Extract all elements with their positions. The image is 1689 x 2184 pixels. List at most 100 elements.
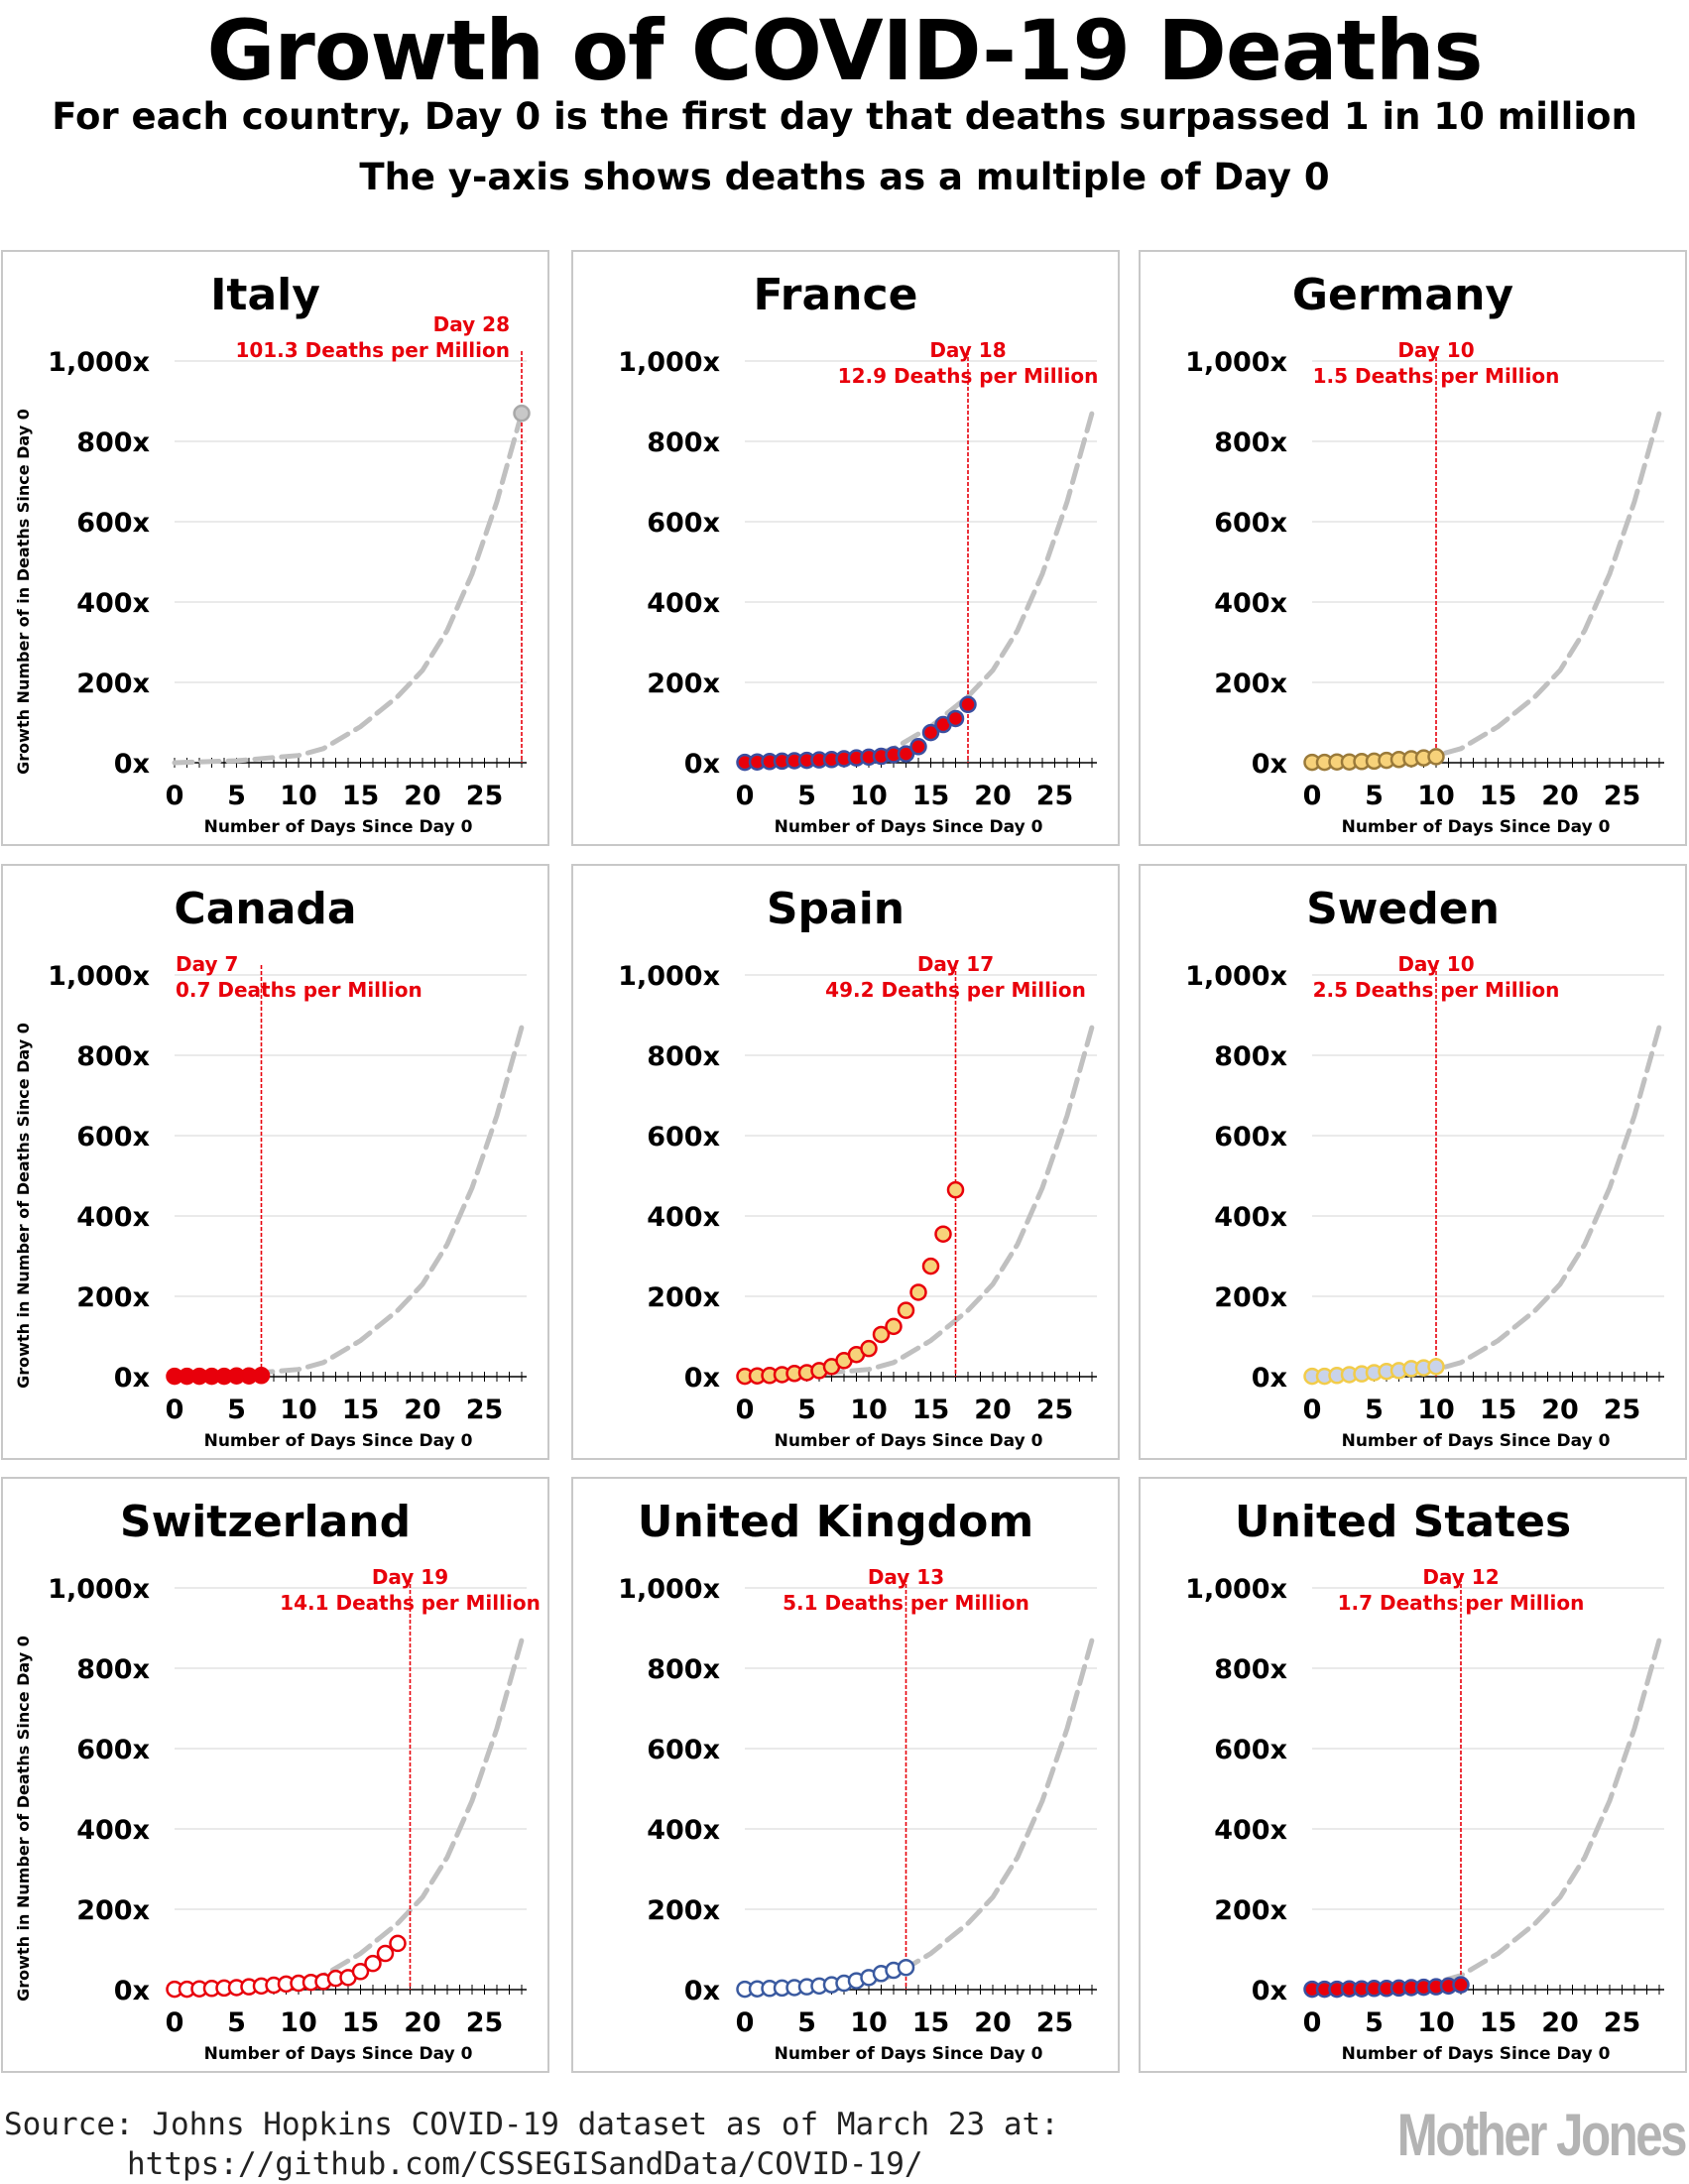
x-tick-label: 0	[166, 781, 184, 811]
x-tick-label: 25	[1604, 2007, 1641, 2038]
y-tick-label: 600x	[1214, 1735, 1287, 1765]
y-tick-label: 1,000x	[1185, 1574, 1287, 1605]
y-tick-label: 600x	[76, 1735, 150, 1765]
marker-rate-label: 101.3 Deaths per Million	[235, 338, 510, 362]
x-tick-label: 5	[227, 2007, 246, 2038]
panel-title: Canada	[174, 884, 356, 934]
panel-title: Spain	[767, 884, 905, 934]
marker-day-label: Day 19	[372, 1565, 448, 1589]
y-tick-label: 1,000x	[48, 347, 150, 378]
y-tick-label: 0x	[684, 1976, 720, 2006]
y-tick-label: 800x	[76, 427, 150, 458]
source-line-1: Source: Johns Hopkins COVID-19 dataset a…	[4, 2107, 1059, 2142]
chart-panel-italy: Italy 0x 200x 400x 600x 800x 1,000x 0 5 10 15 20 25 N…	[1, 250, 549, 846]
x-tick-label: 10	[850, 781, 888, 811]
marker-day-label: Day 28	[433, 312, 510, 336]
x-tick-label: 5	[797, 781, 816, 811]
reference-curve	[172, 1025, 525, 1380]
x-tick-label: 15	[1480, 1395, 1517, 1425]
x-tick-label: 20	[1541, 781, 1579, 811]
panel-title: Sweden	[1306, 884, 1500, 934]
chart-panel-united-states: United States 0x 200x 400x 600x 800x 1,000x 0 5 1…	[1139, 1477, 1687, 2073]
marker-rate-label: 14.1 Deaths per Million	[280, 1591, 541, 1615]
y-tick-label: 1,000x	[48, 961, 150, 992]
x-tick-label: 0	[166, 1395, 184, 1425]
data-point	[389, 1934, 407, 1953]
y-tick-label: 800x	[647, 1041, 720, 1072]
y-tick-label: 200x	[647, 1895, 720, 1926]
chart-panel-united-kingdom: United Kingdom 0x 200x 400x 600x 800x 1,000x 0 5…	[571, 1477, 1120, 2073]
panel-border	[571, 250, 1120, 846]
y-tick-label: 1,000x	[48, 1574, 150, 1605]
x-axis-title: Number of Days Since Day 0	[204, 1431, 473, 1451]
data-point	[921, 723, 940, 742]
x-tick-label: 5	[1365, 2007, 1384, 2038]
marker-rate-label: 5.1 Deaths per Million	[783, 1591, 1029, 1615]
y-tick-label: 600x	[76, 508, 150, 539]
data-point	[897, 1958, 915, 1977]
x-tick-label: 25	[1036, 781, 1074, 811]
y-tick-label: 600x	[1214, 1122, 1287, 1153]
y-tick-label: 800x	[647, 1654, 720, 1685]
x-axis-title: Number of Days Since Day 0	[775, 2044, 1043, 2064]
marker-rate-label: 49.2 Deaths per Million	[825, 978, 1086, 1002]
reference-curve	[1309, 1638, 1662, 1993]
x-tick-label: 0	[1303, 781, 1322, 811]
marker-day-label: Day 18	[929, 338, 1006, 362]
x-tick-label: 15	[1480, 781, 1517, 811]
y-tick-label: 0x	[1252, 1976, 1287, 2006]
x-tick-label: 10	[850, 1395, 888, 1425]
x-tick-label: 5	[797, 2007, 816, 2038]
x-tick-label: 25	[466, 2007, 504, 2038]
subtitle-day-zero: For each country, Day 0 is the first day…	[52, 95, 1637, 138]
y-tick-label: 200x	[1214, 668, 1287, 699]
x-tick-label: 5	[1365, 781, 1384, 811]
x-tick-label: 25	[1604, 781, 1641, 811]
x-tick-label: 10	[280, 781, 317, 811]
y-tick-label: 0x	[1252, 1363, 1287, 1394]
panel-border	[1, 1477, 549, 2073]
y-tick-label: 600x	[647, 1735, 720, 1765]
y-tick-label: 0x	[684, 749, 720, 780]
marker-day-label: Day 10	[1397, 338, 1474, 362]
x-tick-label: 15	[912, 2007, 950, 2038]
data-point	[252, 1367, 271, 1385]
x-tick-label: 25	[1036, 2007, 1074, 2038]
reference-curve	[1309, 411, 1662, 766]
panel-border	[571, 1477, 1120, 2073]
x-tick-label: 0	[736, 2007, 755, 2038]
y-tick-label: 200x	[1214, 1282, 1287, 1313]
x-tick-label: 20	[974, 1395, 1012, 1425]
x-tick-label: 25	[466, 1395, 504, 1425]
y-tick-label: 0x	[114, 1363, 150, 1394]
y-tick-label: 600x	[647, 1122, 720, 1153]
panel-border	[1, 864, 549, 1460]
reference-curve	[1309, 1025, 1662, 1380]
x-tick-label: 20	[974, 2007, 1012, 2038]
y-tick-label: 400x	[76, 588, 150, 619]
x-tick-label: 15	[1480, 2007, 1517, 2038]
data-point	[909, 738, 927, 756]
panel-title: United Kingdom	[638, 1497, 1033, 1547]
marker-day-label: Day 10	[1397, 952, 1474, 976]
x-tick-label: 20	[974, 781, 1012, 811]
x-tick-label: 15	[912, 781, 950, 811]
y-tick-label: 800x	[76, 1654, 150, 1685]
y-tick-label: 400x	[1214, 1202, 1287, 1233]
x-tick-label: 10	[1417, 1395, 1455, 1425]
marker-rate-label: 12.9 Deaths per Million	[838, 364, 1099, 388]
y-tick-label: 400x	[76, 1202, 150, 1233]
x-axis-title: Number of Days Since Day 0	[775, 817, 1043, 837]
y-tick-label: 0x	[114, 749, 150, 780]
x-tick-label: 15	[342, 2007, 380, 2038]
data-point	[897, 745, 915, 763]
y-tick-label: 400x	[647, 588, 720, 619]
data-point	[897, 1301, 915, 1319]
source-line-2[interactable]: https://github.com/CSSEGISandData/COVID-…	[127, 2146, 923, 2182]
data-point	[921, 1257, 940, 1275]
y-tick-label: 800x	[76, 1041, 150, 1072]
data-point	[351, 1963, 370, 1981]
marker-rate-label: 1.5 Deaths per Million	[1313, 364, 1560, 388]
x-tick-label: 0	[1303, 2007, 1322, 2038]
y-tick-label: 400x	[647, 1815, 720, 1846]
